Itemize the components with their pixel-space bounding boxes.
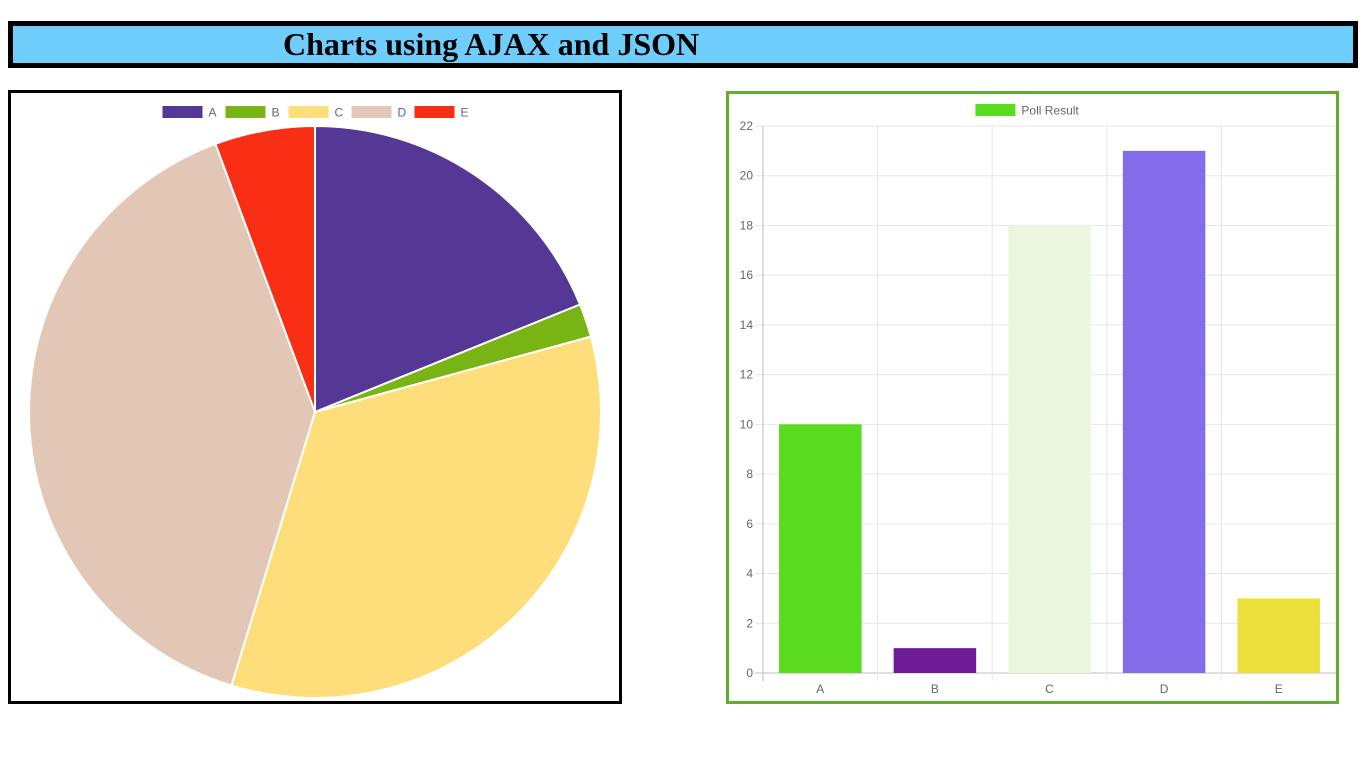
pie-slice-a — [314, 124, 582, 414]
pie-chart-panel: A B C D E — [8, 90, 622, 704]
pie-legend-label-a: A — [209, 106, 217, 120]
bar-y-tick-label: 0 — [746, 666, 753, 680]
bar-y-tick-label: 12 — [740, 368, 754, 382]
bar-x-tick-label: D — [1160, 682, 1169, 696]
pie-legend-swatch-b — [225, 106, 266, 118]
pie-legend-swatch-d — [351, 106, 392, 118]
bar-x-tick-label: E — [1275, 682, 1283, 696]
bar-c — [1008, 225, 1091, 674]
pie-legend-swatch-a — [162, 106, 203, 118]
bar-legend-swatch — [975, 104, 1016, 116]
bar-chart: 0 2 4 6 8 10 12 14 16 18 20 22 A B C D E Poll Result — [740, 104, 1336, 696]
bar-e — [1237, 598, 1320, 673]
bar-d — [1122, 150, 1206, 673]
pie-legend-label-d: D — [398, 106, 407, 120]
bar-y-tick-label: 4 — [746, 567, 753, 581]
bar-b — [893, 648, 977, 673]
bar-y-tick-label: 20 — [740, 169, 754, 183]
bar-y-tick-label: 18 — [740, 218, 754, 232]
pie-chart: A B C D E — [28, 106, 602, 699]
bar-x-tick-label: C — [1045, 682, 1054, 696]
page-title: Charts using AJAX and JSON — [283, 26, 700, 62]
bar-x-tick-label: A — [816, 682, 824, 696]
pie-legend-swatch-e — [414, 106, 455, 118]
pie-legend-label-b: B — [272, 106, 280, 120]
bar-y-tick-label: 2 — [746, 616, 753, 630]
bar-x-tick-label: B — [931, 682, 939, 696]
bar-y-tick-label: 10 — [740, 417, 754, 431]
pie-legend-label-e: E — [461, 106, 469, 120]
bar-y-tick-label: 16 — [740, 268, 754, 282]
pie-slice-c — [230, 335, 602, 699]
bar-y-tick-label: 14 — [740, 318, 754, 332]
bar-chart-panel: 0 2 4 6 8 10 12 14 16 18 20 22 A B C D E Poll Result — [726, 91, 1339, 704]
pie-legend-swatch-c — [288, 106, 329, 118]
bar-y-tick-label: 8 — [746, 467, 753, 481]
pie-slice-d — [28, 142, 317, 687]
bar-legend-label: Poll Result — [1021, 104, 1079, 118]
bar-a — [779, 424, 862, 673]
pie-legend-label-c: C — [335, 106, 344, 120]
bar-y-tick-label: 6 — [746, 517, 753, 531]
title-bar: Charts using AJAX and JSON — [8, 21, 1358, 68]
pie-slice-e — [214, 124, 316, 413]
bar-y-tick-label: 22 — [740, 119, 754, 133]
